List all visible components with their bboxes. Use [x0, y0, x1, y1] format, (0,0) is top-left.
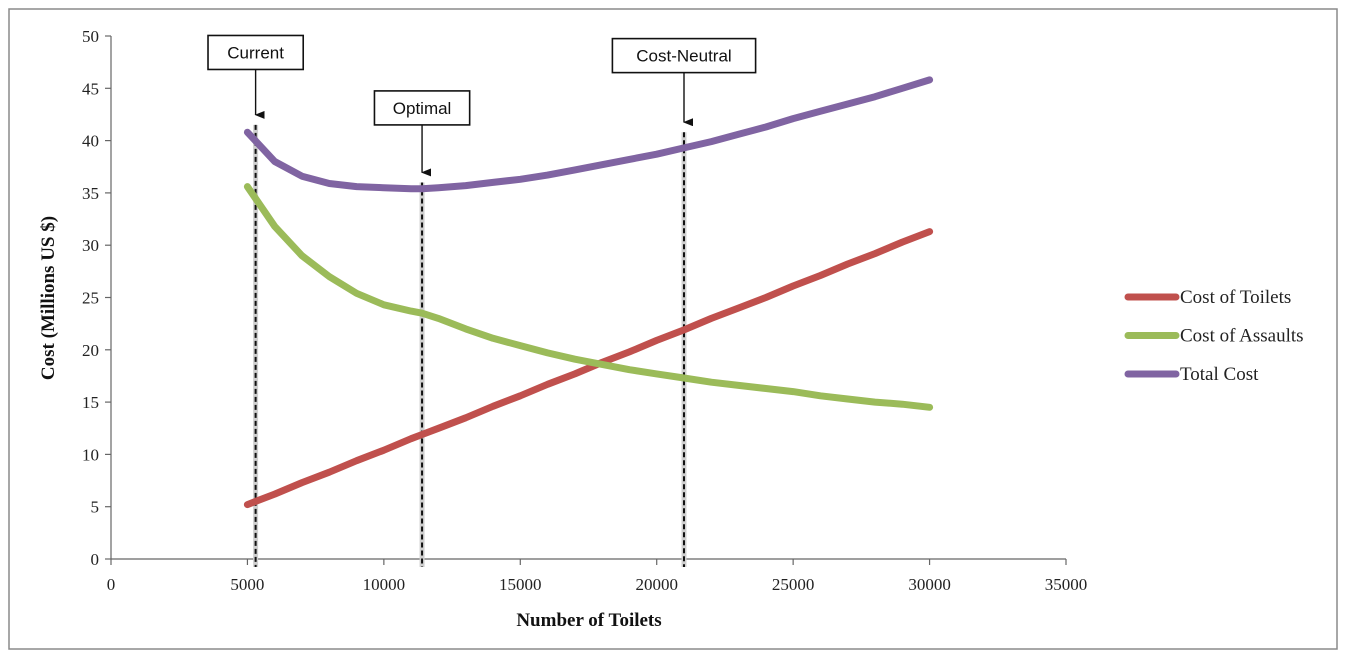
chart-frame	[8, 8, 1338, 650]
series-line	[243, 183, 934, 411]
x-tick-label: 30000	[908, 575, 951, 594]
callout-box	[611, 37, 757, 74]
series-lines	[243, 76, 934, 509]
x-tick-label: 20000	[635, 575, 678, 594]
series-line	[243, 228, 934, 509]
x-axis-title: Number of Toilets	[516, 610, 661, 631]
y-tick-label: 30	[82, 236, 99, 255]
legend-label: Cost of Assaults	[1180, 326, 1304, 347]
x-tick-label: 5000	[230, 575, 264, 594]
x-tick-label: 15000	[499, 575, 542, 594]
legend-label: Total Cost	[1180, 364, 1259, 385]
legend: Cost of Toilets Cost of Assaults Total Cos…	[1124, 287, 1304, 385]
y-tick-label: 40	[82, 132, 99, 151]
x-tick-label: 35000	[1045, 575, 1088, 594]
series-line	[243, 76, 934, 193]
y-tick-label: 0	[91, 550, 100, 569]
callout-label: Cost-Neutral	[636, 47, 731, 66]
y-tick-label: 20	[82, 341, 99, 360]
y-axis-title: Cost (Millions US $)	[38, 216, 59, 380]
callout-label: Optimal	[393, 99, 452, 118]
axes: 0 5 10 15 20 25 30 35 40 45 50 0 5000 10000 15000 20000…	[82, 27, 1087, 594]
x-tick-label: 25000	[772, 575, 815, 594]
legend-label: Cost of Toilets	[1180, 287, 1291, 308]
y-tick-label: 5	[91, 498, 100, 517]
annotation-guides	[253, 124, 687, 567]
callout-box	[373, 90, 471, 126]
y-tick-label: 35	[82, 184, 99, 203]
y-tick-label: 10	[82, 445, 99, 464]
x-tick-label: 0	[107, 575, 116, 594]
y-tick-label: 50	[82, 27, 99, 46]
y-tick-label: 25	[82, 289, 99, 308]
y-tick-label: 15	[82, 393, 99, 412]
y-tick-label: 45	[82, 79, 99, 98]
callout-label: Current	[227, 43, 284, 62]
x-tick-label: 10000	[363, 575, 406, 594]
annotation-callouts: Current Optimal Cost-Neutral	[207, 34, 757, 177]
callout-box	[207, 34, 305, 71]
